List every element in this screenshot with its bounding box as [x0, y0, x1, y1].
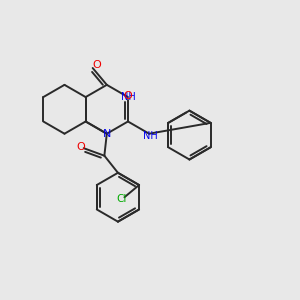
Text: NH: NH [143, 131, 158, 141]
Text: NH: NH [121, 92, 135, 102]
Text: N: N [103, 129, 111, 139]
Text: Cl: Cl [116, 194, 127, 204]
Text: O: O [92, 60, 101, 70]
Text: O: O [76, 142, 85, 152]
Text: O: O [124, 91, 132, 101]
